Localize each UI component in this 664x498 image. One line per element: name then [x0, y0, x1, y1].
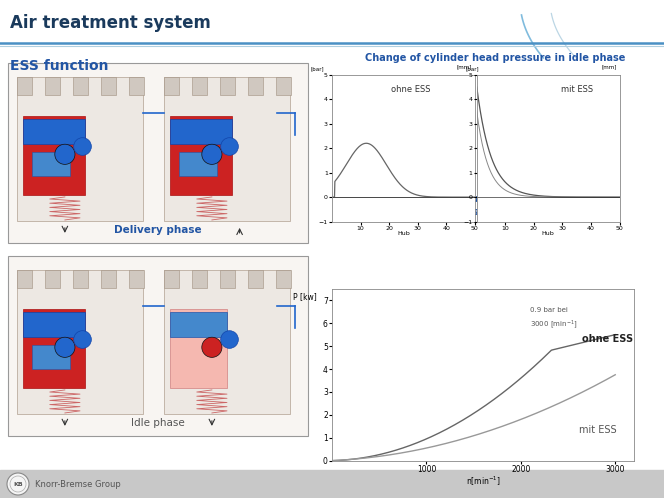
Circle shape — [55, 144, 75, 164]
Bar — [73, 77, 88, 95]
Text: Knorr-Bremse Group: Knorr-Bremse Group — [35, 480, 121, 489]
Bar — [248, 77, 264, 95]
Bar — [23, 312, 85, 337]
Text: Power consumption of a 600 cc
compressor in idle phase: Power consumption of a 600 cc compressor… — [410, 194, 580, 217]
Text: KB: KB — [13, 482, 23, 487]
Text: mit ESS: mit ESS — [560, 85, 593, 94]
Bar — [32, 152, 70, 176]
Bar — [23, 116, 85, 196]
Text: ohne ESS: ohne ESS — [391, 85, 430, 94]
Text: Idle phase: Idle phase — [131, 418, 185, 428]
Circle shape — [10, 476, 26, 492]
Bar — [248, 270, 264, 288]
Bar — [23, 119, 85, 144]
Bar — [164, 77, 179, 95]
Bar — [276, 270, 291, 288]
Text: [mm]: [mm] — [602, 64, 617, 69]
Bar — [192, 77, 207, 95]
Text: [mm]: [mm] — [457, 64, 472, 69]
Bar — [45, 77, 60, 95]
Circle shape — [202, 337, 222, 358]
Circle shape — [74, 138, 92, 155]
Text: P [kw]: P [kw] — [293, 292, 317, 301]
Bar — [101, 77, 116, 95]
Bar — [192, 270, 207, 288]
Bar — [170, 312, 227, 337]
Bar — [8, 63, 308, 243]
Circle shape — [55, 337, 75, 358]
X-axis label: Hub: Hub — [542, 231, 554, 236]
Bar — [179, 152, 217, 176]
Text: 3000 [min$^{-1}$]: 3000 [min$^{-1}$] — [531, 319, 578, 332]
Text: [bar]: [bar] — [311, 67, 324, 72]
Bar — [17, 77, 33, 95]
Text: mit ESS: mit ESS — [580, 425, 617, 435]
Circle shape — [220, 138, 238, 155]
Text: [bar]: [bar] — [465, 67, 479, 72]
Text: Air treatment system: Air treatment system — [10, 14, 211, 32]
Text: Delivery phase: Delivery phase — [114, 225, 202, 235]
Bar — [45, 270, 60, 288]
Text: ESS function: ESS function — [10, 59, 108, 73]
Bar — [170, 119, 232, 144]
Bar — [170, 309, 227, 388]
Bar — [220, 270, 236, 288]
Bar — [17, 77, 143, 222]
Bar — [276, 77, 291, 95]
Bar — [8, 256, 308, 436]
Bar — [32, 345, 70, 369]
Bar — [23, 309, 85, 388]
Bar — [164, 270, 179, 288]
Bar — [101, 270, 116, 288]
Bar — [220, 77, 236, 95]
Bar — [0, 470, 664, 498]
Circle shape — [74, 331, 92, 348]
Bar — [17, 270, 33, 288]
Bar — [129, 77, 144, 95]
Circle shape — [7, 473, 29, 495]
Bar — [17, 270, 143, 414]
Text: 0.9 bar bei: 0.9 bar bei — [531, 307, 568, 313]
Circle shape — [220, 331, 238, 348]
Text: Change of cylinder head pressure in idle phase: Change of cylinder head pressure in idle… — [365, 53, 625, 63]
Bar — [73, 270, 88, 288]
Text: ohne ESS: ohne ESS — [582, 334, 633, 344]
Bar — [164, 270, 290, 414]
Bar — [129, 270, 144, 288]
X-axis label: Hub: Hub — [397, 231, 410, 236]
X-axis label: n[min$^{-1}$]: n[min$^{-1}$] — [465, 475, 501, 489]
Bar — [170, 116, 232, 196]
Bar — [164, 77, 290, 222]
Circle shape — [202, 144, 222, 164]
